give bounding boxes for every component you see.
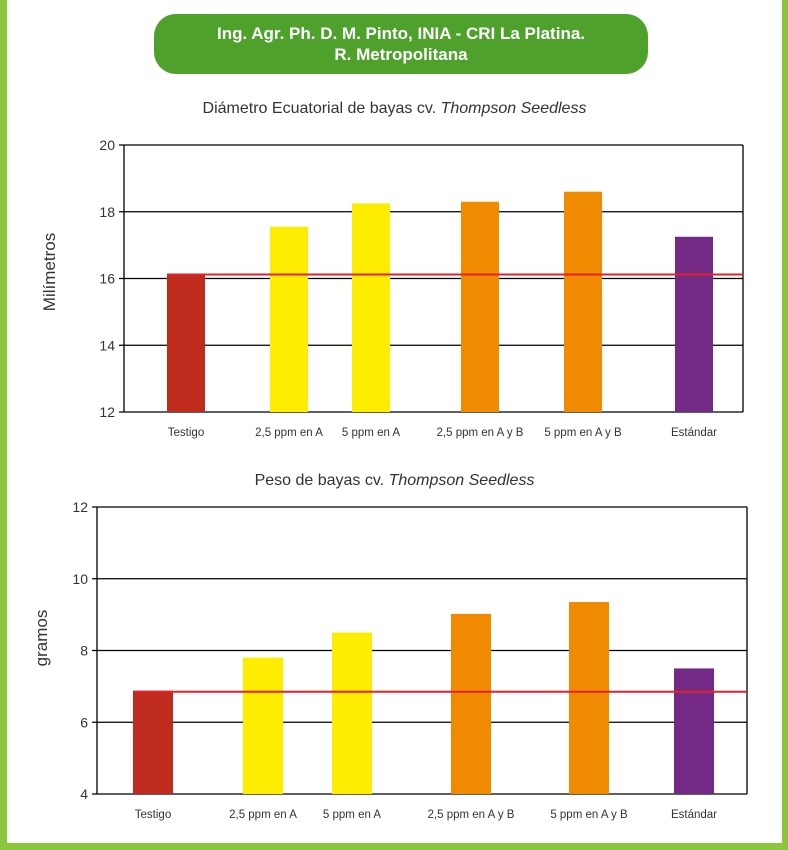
- chart2-ytick-label: 10: [72, 571, 88, 587]
- chart1-category-label: Testigo: [168, 427, 204, 439]
- chart2-category-label: 5 ppm en A: [323, 809, 382, 821]
- chart2-category-label: 2,5 ppm en A: [229, 809, 297, 821]
- chart2-bar: [332, 632, 372, 794]
- chart1-ytick-label: 20: [99, 137, 115, 153]
- chart1-category-label: 5 ppm en A: [342, 427, 401, 439]
- chart2-ytick-label: 4: [80, 786, 88, 802]
- chart2-category-label: 2,5 ppm en A y B: [428, 809, 515, 821]
- chart2-category-label: 5 ppm en A y B: [550, 809, 628, 821]
- chart1-ylabel: Milímetros: [40, 232, 59, 312]
- banner-line-2: R. Metropolitana: [334, 45, 468, 64]
- chart1-bar: [270, 226, 308, 412]
- author-banner: Ing. Agr. Ph. D. M. Pinto, INIA - CRI La…: [154, 14, 648, 74]
- chart1-bar: [352, 203, 390, 412]
- chart2-ytick-label: 8: [80, 643, 88, 659]
- chart1-ytick-label: 12: [99, 404, 115, 420]
- content-panel: Ing. Agr. Ph. D. M. Pinto, INIA - CRI La…: [7, 0, 782, 843]
- chart2-bar: [674, 668, 714, 794]
- chart1-ytick-label: 16: [99, 271, 115, 287]
- chart1-category-label: 2,5 ppm en A: [255, 427, 323, 439]
- chart1-title-italic: Thompson Seedless: [440, 100, 587, 117]
- chart2-plot: 4 6 8 10 12 Testigo 2,5 ppm en A 5 ppm en A 2,5 …: [72, 499, 748, 821]
- chart2-category-label: Estándar: [671, 809, 717, 821]
- chart2-bar: [569, 602, 609, 794]
- chart2-bar: [243, 657, 283, 794]
- chart2-title-italic: Thompson Seedless: [388, 472, 535, 489]
- chart2-title: Peso de bayas cv. Thompson Seedless: [7, 472, 782, 490]
- chart2-title-text: Peso de bayas cv.: [254, 472, 385, 489]
- chart1-bar: [675, 236, 713, 412]
- chart1-bar: [564, 191, 602, 412]
- chart1-ytick-label: 18: [99, 204, 115, 220]
- chart1-plot: 12 14 16 18 20 Testigo 2,5 ppm en A 5 ppm en A 2…: [99, 137, 744, 439]
- chart2-ytick-label: 6: [80, 714, 88, 730]
- chart2-category-label: Testigo: [135, 809, 171, 821]
- chart1-bar: [167, 273, 205, 412]
- chart1-title: Diámetro Ecuatorial de bayas cv. Thompso…: [7, 100, 782, 118]
- chart1-category-label: 5 ppm en A y B: [544, 427, 622, 439]
- chart1-category-label: 2,5 ppm en A y B: [437, 427, 524, 439]
- chart2-ytick-label: 12: [72, 499, 88, 515]
- chart1-title-text: Diámetro Ecuatorial de bayas cv.: [202, 100, 437, 117]
- chart1-category-label: Estándar: [671, 427, 717, 439]
- banner-line-1: Ing. Agr. Ph. D. M. Pinto, INIA - CRI La…: [216, 24, 586, 43]
- chart2-bar: [133, 690, 173, 794]
- chart1-bar: [461, 201, 499, 412]
- chart2-bar: [451, 613, 491, 794]
- chart1-ytick-label: 14: [99, 337, 115, 353]
